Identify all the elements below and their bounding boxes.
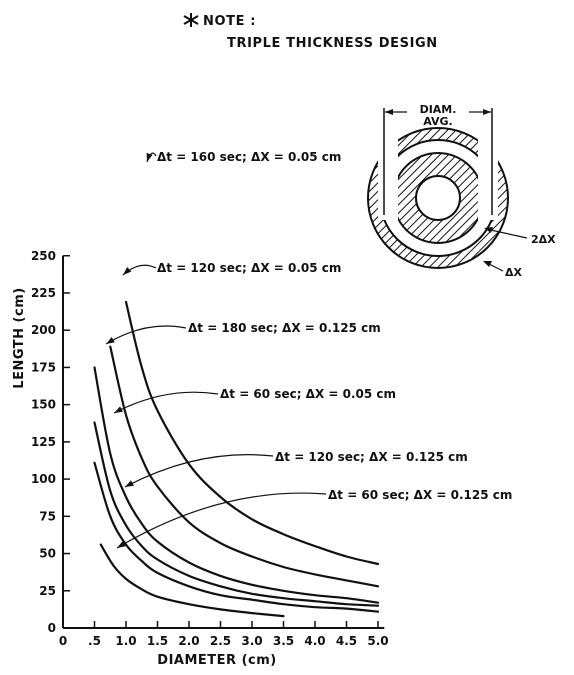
curves [93, 300, 380, 618]
x-tick-label: 3.0 [241, 634, 262, 648]
x-tick-label: .5 [88, 634, 101, 648]
y-tick-label: 175 [31, 360, 56, 374]
series-curve-3 [93, 366, 380, 604]
annotation-arrowhead [123, 267, 132, 275]
annotation-leader [113, 391, 219, 414]
x-tick-label: 4.0 [304, 634, 325, 648]
inset-2dx-label: 2ΔX [531, 233, 556, 246]
y-tick-label: 225 [31, 286, 56, 300]
y-tick-label: 75 [39, 509, 56, 523]
series-label-2: Δt = 120 sec; ΔX = 0.05 cm [157, 261, 341, 275]
x-tick-label: 1.0 [115, 634, 136, 648]
inset-dx-label: ΔX [505, 266, 523, 279]
x-tick-label: 0 [59, 634, 67, 648]
y-tick-label: 200 [31, 323, 56, 337]
axes: 0 25 50 75 100 125 150 175 200 225 250 0 .5 1.0 1.5 2.0… [31, 249, 389, 648]
note-title: NOTE : [203, 14, 256, 29]
y-tick-label: 150 [31, 398, 56, 412]
annotation-arrowhead [106, 337, 115, 344]
cross-section-inset: DIAM. AVG. 2ΔX ΔX [367, 101, 556, 279]
y-axis-title: LENGTH (cm) [12, 287, 27, 388]
note-text: TRIPLE THICKNESS DESIGN [227, 36, 438, 51]
series-label-3: Δt = 180 sec; ΔX = 0.125 cm [188, 321, 381, 335]
y-tick-label: 250 [31, 249, 56, 263]
annotation-arrowhead [146, 153, 153, 162]
asterisk-icon [183, 13, 199, 27]
series-curve-1 [124, 300, 380, 566]
series-curve-4 [93, 421, 380, 607]
bore-circle [415, 175, 461, 221]
y-tick-label: 125 [31, 435, 56, 449]
x-tick-label: 1.5 [147, 634, 168, 648]
x-tick-label: 5.0 [367, 634, 388, 648]
annotation-leader [124, 454, 274, 488]
y-tick-label: 100 [31, 472, 56, 486]
series-curve-5 [93, 461, 380, 613]
annotation-arrowhead [125, 480, 134, 487]
x-tick-label: 2.5 [210, 634, 231, 648]
annotation-arrowhead [114, 406, 123, 413]
x-tick-label: 4.5 [336, 634, 357, 648]
inset-diam-label: DIAM. [420, 103, 457, 116]
x-axis-title: DIAMETER (cm) [157, 653, 276, 668]
note-block: NOTE : TRIPLE THICKNESS DESIGN [183, 13, 438, 51]
y-tick-label: 0 [48, 621, 56, 635]
x-tick-label: 3.5 [273, 634, 294, 648]
y-tick-label: 50 [39, 547, 56, 561]
curve-annotations: Δt = 160 sec; ΔX = 0.05 cm Δt = 120 sec; … [105, 150, 512, 549]
annotation-leader [105, 325, 187, 345]
annotation-arrowhead [117, 541, 126, 548]
series-curve-2 [109, 345, 380, 588]
annotation-leader [116, 492, 327, 549]
series-label-5: Δt = 120 sec; ΔX = 0.125 cm [275, 450, 468, 464]
series-curve-6 [99, 543, 285, 618]
inset-avg-label: AVG. [423, 115, 453, 128]
series-label-4: Δt = 60 sec; ΔX = 0.05 cm [220, 387, 396, 401]
x-tick-label: 2.0 [178, 634, 199, 648]
y-tick-label: 25 [39, 584, 56, 598]
series-label-6: Δt = 60 sec; ΔX = 0.125 cm [328, 488, 512, 502]
series-label-1: Δt = 160 sec; ΔX = 0.05 cm [157, 150, 341, 164]
